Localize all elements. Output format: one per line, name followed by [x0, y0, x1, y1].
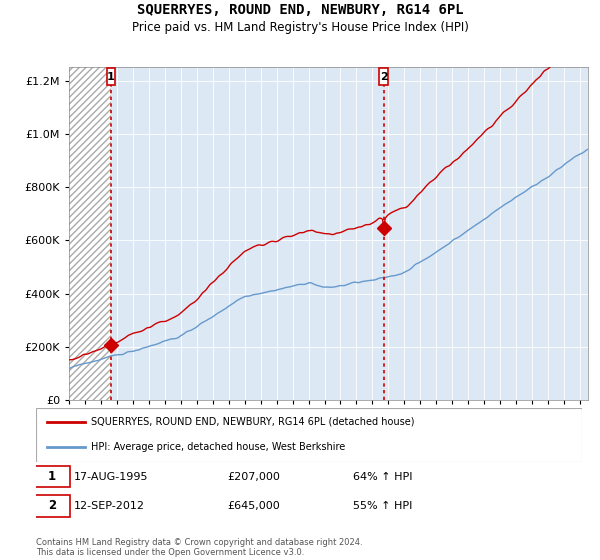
FancyBboxPatch shape — [107, 68, 115, 85]
Text: £207,000: £207,000 — [227, 472, 280, 482]
Text: 1: 1 — [48, 470, 56, 483]
Text: Price paid vs. HM Land Registry's House Price Index (HPI): Price paid vs. HM Land Registry's House … — [131, 21, 469, 34]
Text: 12-SEP-2012: 12-SEP-2012 — [74, 501, 145, 511]
Text: 64% ↑ HPI: 64% ↑ HPI — [353, 472, 412, 482]
FancyBboxPatch shape — [36, 408, 582, 462]
Text: 1: 1 — [107, 72, 115, 82]
Text: £645,000: £645,000 — [227, 501, 280, 511]
Text: 55% ↑ HPI: 55% ↑ HPI — [353, 501, 412, 511]
FancyBboxPatch shape — [33, 495, 70, 517]
FancyBboxPatch shape — [379, 68, 388, 85]
Text: 2: 2 — [380, 72, 388, 82]
Text: SQUERRYES, ROUND END, NEWBURY, RG14 6PL: SQUERRYES, ROUND END, NEWBURY, RG14 6PL — [137, 3, 463, 17]
Text: 2: 2 — [48, 500, 56, 512]
Text: HPI: Average price, detached house, West Berkshire: HPI: Average price, detached house, West… — [91, 442, 345, 452]
Text: SQUERRYES, ROUND END, NEWBURY, RG14 6PL (detached house): SQUERRYES, ROUND END, NEWBURY, RG14 6PL … — [91, 417, 414, 427]
Bar — [69, 67, 111, 400]
Bar — [69, 67, 111, 400]
Text: Contains HM Land Registry data © Crown copyright and database right 2024.
This d: Contains HM Land Registry data © Crown c… — [36, 538, 362, 557]
FancyBboxPatch shape — [33, 466, 70, 487]
Text: 17-AUG-1995: 17-AUG-1995 — [74, 472, 149, 482]
